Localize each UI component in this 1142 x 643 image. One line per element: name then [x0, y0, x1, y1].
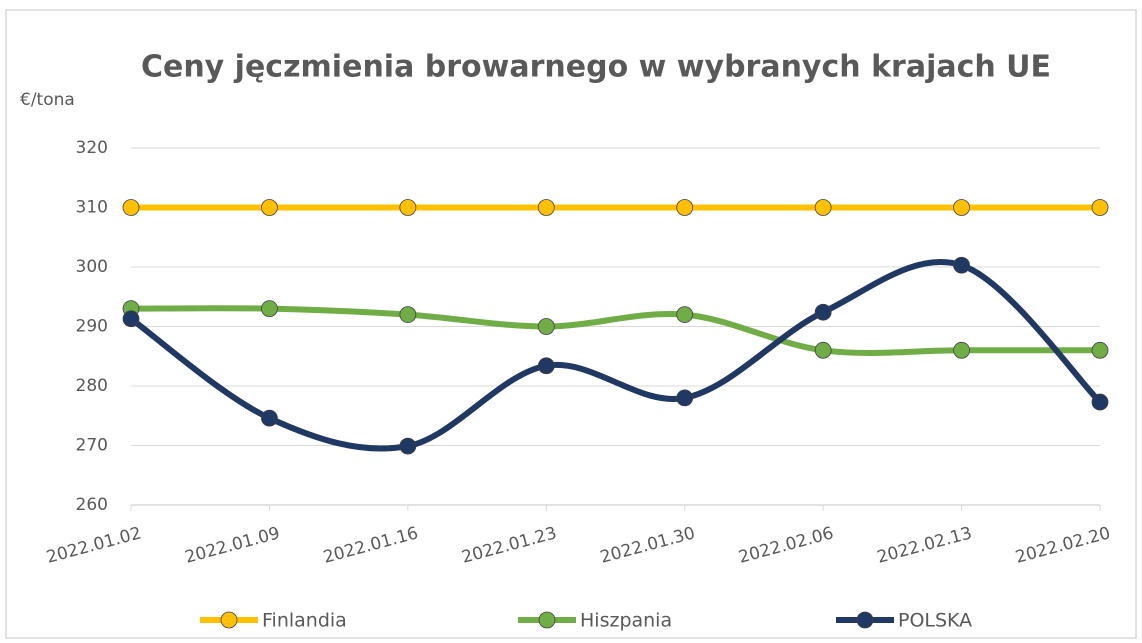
point-marker [399, 306, 417, 324]
point-marker [537, 199, 555, 216]
point-marker [399, 437, 417, 455]
point-marker [537, 357, 555, 375]
y-axis-label: €/tona [20, 90, 75, 110]
point-marker [261, 199, 278, 216]
y-tick-label: 270 [76, 436, 108, 456]
legend-label: POLSKA [898, 610, 972, 632]
y-tick-label: 300 [76, 257, 108, 277]
point-marker [814, 199, 832, 216]
point-marker [1091, 199, 1109, 216]
point-marker [676, 199, 694, 216]
legend-label: Finlandia [262, 610, 347, 632]
legend-marker [220, 611, 238, 629]
point-marker [261, 409, 278, 427]
point-marker [676, 389, 694, 407]
point-marker [953, 256, 970, 274]
point-marker [953, 341, 970, 359]
y-tick-label: 280 [76, 376, 108, 396]
point-marker [122, 199, 140, 216]
point-marker [814, 341, 832, 359]
point-marker [537, 318, 555, 335]
legend-marker [856, 611, 874, 629]
chart-title: Ceny jęczmienia browarnego w wybranych k… [141, 50, 1051, 85]
point-marker [1091, 341, 1109, 359]
y-tick-label: 310 [76, 198, 108, 218]
legend-label: Hiszpania [580, 610, 672, 632]
point-marker [122, 310, 140, 328]
point-marker [814, 303, 832, 321]
legend-marker [538, 611, 556, 629]
series-line [128, 305, 1103, 356]
y-tick-label: 320 [76, 138, 108, 158]
point-marker [399, 199, 417, 216]
point-marker [1091, 393, 1109, 411]
y-tick-label: 290 [76, 317, 108, 337]
point-marker [953, 199, 970, 216]
point-marker [261, 300, 278, 318]
point-marker [676, 306, 694, 324]
y-tick-label: 260 [76, 495, 108, 515]
